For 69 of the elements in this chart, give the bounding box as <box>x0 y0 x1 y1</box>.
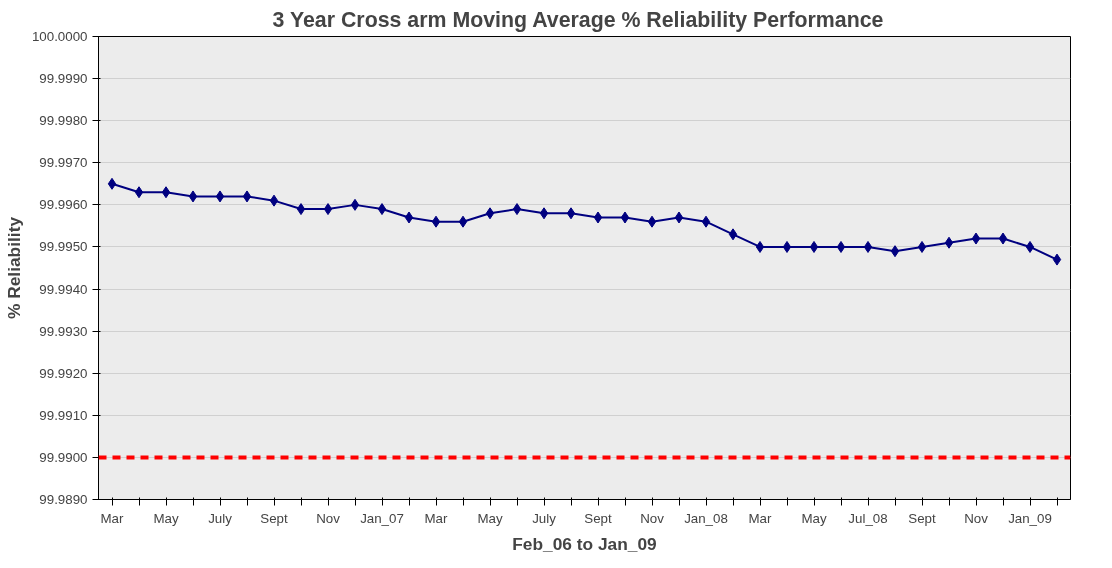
point <box>674 211 684 224</box>
x-tick-label: Nov <box>964 510 989 526</box>
y-tick-label: 99.9900 <box>39 449 88 465</box>
point <box>566 207 576 220</box>
point <box>809 240 819 253</box>
x-tick-label: May <box>477 510 503 526</box>
x-tick-label: Sept <box>260 510 289 526</box>
point <box>404 211 414 224</box>
y-tick-label: 100.0000 <box>31 29 88 44</box>
x-tick-label: Mar <box>424 510 449 526</box>
point <box>836 240 846 253</box>
point <box>917 240 927 253</box>
x-tick-label: Nov <box>316 510 341 526</box>
y-tick-label: 99.9930 <box>39 323 88 339</box>
x-tick-label: Sept <box>908 510 937 526</box>
point <box>377 203 387 216</box>
point <box>890 245 900 258</box>
x-tick-label: Nov <box>640 510 665 526</box>
x-axis-title: Feb_06 to Jan_09 <box>512 533 657 554</box>
x-tick-label: May <box>153 510 179 526</box>
x-tick-label: July <box>532 510 557 526</box>
point <box>593 211 603 224</box>
y-tick-label: 99.9890 <box>39 492 88 507</box>
x-tick-label: July <box>208 510 233 526</box>
y-tick-label: 99.9960 <box>39 197 88 213</box>
point <box>296 203 306 216</box>
point <box>431 215 441 228</box>
point <box>1052 253 1062 266</box>
point <box>161 186 171 199</box>
point <box>863 240 873 253</box>
x-tick-label: Jan_07 <box>360 510 404 526</box>
y-tick-label: 99.9950 <box>39 239 88 255</box>
point <box>215 190 225 203</box>
point <box>458 215 468 228</box>
point <box>944 236 954 249</box>
y-tick-label: 99.9920 <box>39 365 88 381</box>
x-tick-label: Jul_08 <box>848 510 888 526</box>
point <box>1025 240 1035 253</box>
y-axis-title: % Reliability <box>3 216 24 320</box>
point <box>701 215 711 228</box>
point <box>512 203 522 216</box>
point <box>971 232 981 245</box>
x-tick-label: Mar <box>100 510 125 526</box>
y-tick-label: 99.9910 <box>39 407 88 423</box>
point <box>620 211 630 224</box>
point <box>728 228 738 241</box>
x-tick-label: Mar <box>748 510 773 526</box>
x-tick-label: Jan_08 <box>684 510 728 526</box>
point <box>134 186 144 199</box>
point <box>188 190 198 203</box>
y-tick-label: 99.9980 <box>39 113 88 129</box>
x-tick-label: Sept <box>584 510 613 526</box>
y-tick-label: 99.9970 <box>39 155 88 171</box>
point <box>350 198 360 211</box>
point <box>323 203 333 216</box>
x-tick-label: May <box>801 510 827 526</box>
point <box>269 194 279 207</box>
point <box>107 177 117 190</box>
point <box>539 207 549 220</box>
x-tick-label: Jan_09 <box>1008 510 1052 526</box>
point <box>755 240 765 253</box>
y-tick-label: 99.9990 <box>39 71 88 87</box>
point <box>485 207 495 220</box>
point <box>647 215 657 228</box>
chart-title: 3 Year Cross arm Moving Average % Reliability Performance <box>272 7 884 32</box>
y-tick-label: 99.9940 <box>39 281 88 297</box>
point <box>242 190 252 203</box>
point <box>998 232 1008 245</box>
point <box>782 240 792 253</box>
